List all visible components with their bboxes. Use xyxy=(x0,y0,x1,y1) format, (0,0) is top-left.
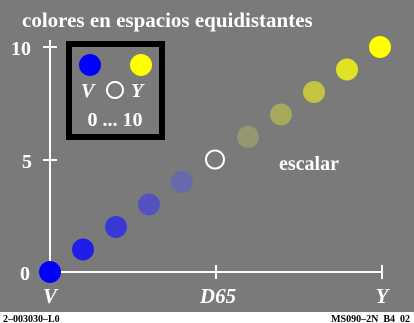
legend-right-swatch xyxy=(130,54,152,76)
x-tick-label-y: Y xyxy=(376,284,391,308)
y-tick-label-10: 10 xyxy=(11,38,31,60)
x-tick-label-d65: D65 xyxy=(199,284,236,308)
y-tick-label-0: 0 xyxy=(20,263,30,285)
x-tick-label-v: V xyxy=(43,284,59,308)
footer-strip xyxy=(0,312,414,323)
annotation-escalar: escalar xyxy=(279,153,339,175)
data-point-2 xyxy=(105,216,127,238)
data-point-9 xyxy=(336,58,358,81)
data-points xyxy=(39,36,391,283)
footer-right-code: MS090–2N_B4_02 xyxy=(331,314,410,323)
legend-label-left: V xyxy=(81,80,96,102)
data-point-4 xyxy=(171,171,193,193)
data-point-10 xyxy=(369,36,391,58)
chart-title: colores en espacios equidistantes xyxy=(22,8,313,32)
data-point-3 xyxy=(138,193,160,216)
legend-left-swatch xyxy=(79,54,101,76)
data-point-5 xyxy=(205,149,225,170)
footer-left-code: 2–003030–L0 xyxy=(3,314,60,323)
y-tick-label-5: 5 xyxy=(22,151,32,173)
legend-label-right: Y xyxy=(131,80,145,102)
data-point-1 xyxy=(72,238,94,261)
legend-hollow-marker xyxy=(106,81,124,99)
data-point-7 xyxy=(270,103,292,126)
legend-range-text: 0 ... 10 xyxy=(88,109,143,131)
data-point-6 xyxy=(237,126,259,148)
data-point-8 xyxy=(303,81,325,103)
data-point-0 xyxy=(39,261,61,283)
